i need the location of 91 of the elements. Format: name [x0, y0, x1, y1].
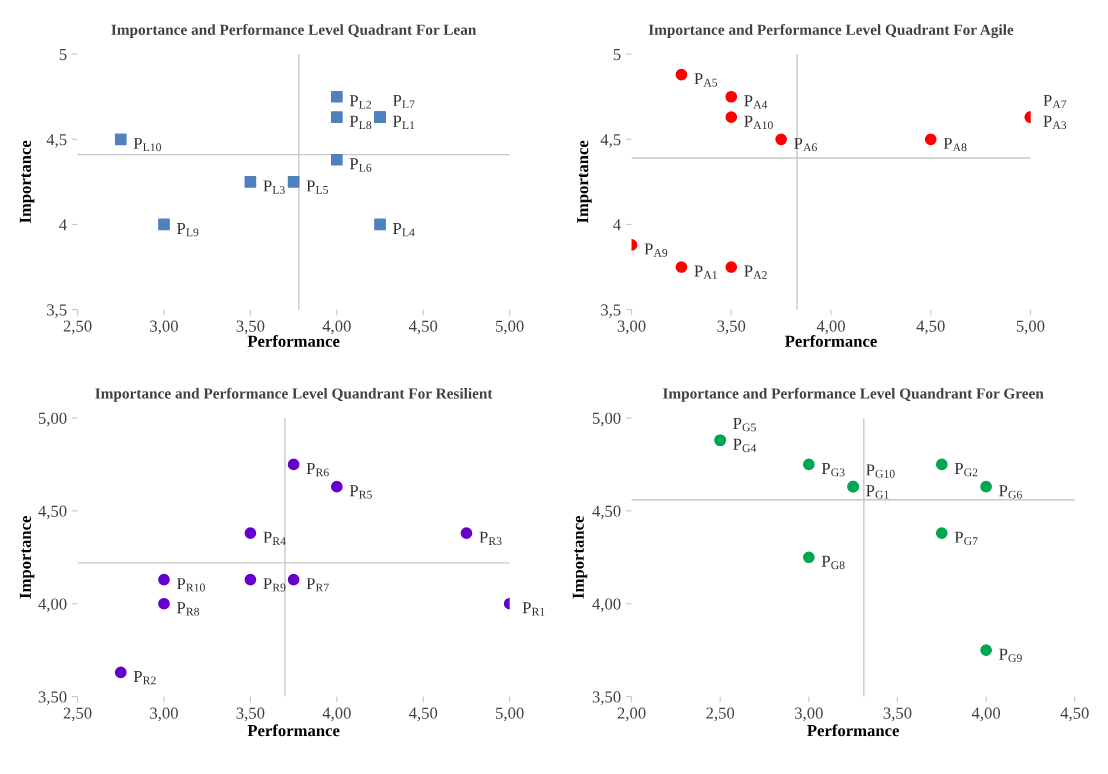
y-tick-label: 5,00 [38, 412, 67, 427]
annotation: P$_{G4}$ [733, 438, 757, 453]
annotation: P$_{A6}$ [794, 137, 817, 152]
x-tick-label: 5,00 [496, 320, 524, 335]
annotation: P$_{G5}$ [733, 417, 756, 432]
y-tick-label: 5 [59, 49, 67, 61]
annotation: P$_{L1}$ [393, 115, 415, 129]
annotation: P$_{R4}$ [263, 531, 286, 545]
annotation: P$_{G10}$ [866, 464, 895, 478]
annotation: P$_{L8}$ [349, 115, 372, 130]
x-tick-label: 5,00 [496, 707, 524, 722]
y-tick-label: 4,50 [38, 505, 67, 520]
y-tick-label: 4,00 [592, 598, 621, 613]
annotation: P$_{R5}$ [349, 485, 372, 499]
x-axis-title: Performance [785, 334, 877, 347]
x-tick-label: 4,00 [322, 707, 351, 722]
x-tick-label: 4,50 [409, 320, 438, 335]
chart-title: Importance and Performance Level Quadrant For Lean [111, 23, 477, 38]
y-tick-label: 3,50 [592, 691, 621, 705]
annotation: P$_{R9}$ [263, 578, 286, 592]
y-tick-label: 5,00 [592, 412, 621, 427]
x-tick-label: 4,00 [971, 707, 1001, 722]
annotation: P$_{R8}$ [176, 602, 200, 616]
x-tick-label: 4,50 [1060, 707, 1089, 722]
x-tick-label: 4,00 [322, 320, 351, 335]
x-tick-label: 2,50 [63, 707, 92, 722]
chart-title: Importance and Performance Level Quadrant For Agile [648, 23, 1014, 39]
annotation: P$_{L9}$ [176, 223, 199, 237]
annotation: P$_{A4}$ [744, 95, 768, 109]
annotation: P$_{G6}$ [999, 485, 1022, 499]
annotation: P$_{L6}$ [349, 158, 372, 172]
y-tick-label: 4,50 [592, 505, 621, 520]
y-axis-title: Importance [577, 140, 592, 223]
annotation: P$_{L3}$ [263, 180, 285, 194]
chart-title: Importance and Performance Level Quandrant For Green [663, 387, 1044, 402]
y-axis-title: Importance [19, 516, 35, 599]
y-tick-label: 3,5 [601, 304, 621, 318]
annotation: P$_{R10}$ [176, 578, 205, 592]
annotation: P$_{G7}$ [954, 531, 978, 546]
annotation: P$_{R6}$ [306, 462, 329, 477]
x-tick-label: 4,50 [409, 707, 438, 722]
y-axis-title: Importance [19, 140, 35, 223]
annotation: P$_{G9}$ [999, 648, 1022, 663]
x-tick-label: 4,00 [816, 320, 845, 335]
annotation: P$_{A2}$ [744, 265, 767, 279]
annotation: P$_{G8}$ [821, 555, 845, 570]
x-tick-label: 2,50 [706, 707, 735, 722]
annotation: P$_{G2}$ [954, 462, 978, 477]
annotation: P$_{A3}$ [1043, 115, 1067, 130]
x-tick-label: 3,00 [795, 707, 823, 722]
x-tick-label: 2,00 [617, 707, 646, 722]
x-tick-label: 3,50 [236, 707, 265, 722]
x-tick-label: 2,50 [63, 320, 92, 335]
y-tick-label: 4,5 [46, 134, 67, 148]
annotation: P$_{L10}$ [133, 137, 162, 152]
x-tick-label: 3,00 [150, 707, 178, 722]
x-tick-label: 4,50 [916, 320, 945, 335]
x-tick-label: 3,00 [617, 320, 646, 335]
annotation: P$_{A8}$ [943, 137, 967, 152]
annotation: P$_{R7}$ [306, 578, 329, 592]
chart-title: Importance and Performance Level Quandrant For Resilient [95, 387, 493, 402]
annotation: P$_{L2}$ [349, 95, 372, 109]
annotation: P$_{G1}$ [866, 485, 889, 499]
y-axis-title: Importance [572, 516, 588, 599]
y-tick-label: 4,5 [600, 134, 621, 148]
y-tick-label: 4 [59, 219, 67, 231]
x-axis-title: Performance [247, 724, 340, 737]
annotation: P$_{A5}$ [694, 73, 718, 87]
annotation: P$_{A10}$ [744, 115, 773, 130]
x-tick-label: 3,50 [236, 320, 265, 335]
x-axis-title: Performance [807, 724, 899, 737]
x-tick-label: 3,00 [150, 320, 178, 335]
y-tick-label: 3,5 [47, 304, 67, 318]
x-tick-label: 3,50 [883, 707, 912, 722]
y-tick-label: 5 [613, 49, 621, 61]
annotation: P$_{L5}$ [306, 180, 329, 194]
annotation: P$_{A9}$ [644, 243, 668, 257]
x-tick-label: 3,50 [717, 320, 746, 335]
annotation: P$_{A7}$ [1043, 94, 1067, 109]
annotation: P$_{G3}$ [821, 462, 845, 477]
y-tick-label: 4,00 [38, 598, 67, 613]
x-axis-title: Performance [247, 334, 340, 347]
x-tick-label: 5,00 [1016, 320, 1045, 335]
y-tick-label: 4 [613, 219, 621, 231]
y-tick-label: 3,50 [38, 691, 67, 705]
annotation: P$_{L4}$ [393, 223, 415, 237]
annotation: P$_{R1}$ [522, 602, 545, 616]
annotation: P$_{A1}$ [694, 265, 717, 279]
annotation: P$_{R2}$ [133, 671, 156, 685]
annotation: P$_{R3}$ [479, 531, 502, 546]
annotation: P$_{L7}$ [393, 94, 415, 109]
